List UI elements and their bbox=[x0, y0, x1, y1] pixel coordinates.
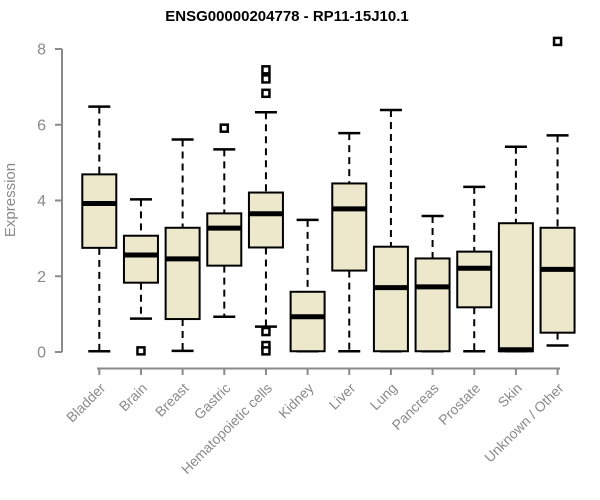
iqr-box bbox=[289, 290, 326, 353]
x-tick-label: Breast bbox=[152, 380, 192, 420]
iqr-box bbox=[122, 234, 159, 284]
outlier-point bbox=[261, 65, 271, 75]
iqr-box bbox=[414, 257, 451, 353]
outlier-point bbox=[261, 346, 271, 356]
outlier-point bbox=[261, 326, 271, 337]
x-tick-label: Liver bbox=[326, 380, 359, 413]
iqr-box bbox=[497, 222, 534, 353]
iqr-box bbox=[81, 173, 118, 249]
iqr-box bbox=[164, 226, 201, 321]
y-tick-label: 2 bbox=[37, 269, 46, 286]
outlier-point bbox=[552, 36, 563, 47]
outlier-point bbox=[261, 74, 271, 84]
iqr-box bbox=[456, 250, 493, 309]
x-tick-label: Lung bbox=[367, 380, 400, 413]
iqr-box bbox=[539, 226, 576, 334]
iqr-box bbox=[206, 212, 243, 267]
outlier-point bbox=[136, 346, 146, 356]
iqr-box bbox=[372, 245, 409, 353]
iqr-box bbox=[331, 182, 368, 272]
chart-title: ENSG00000204778 - RP11-15J10.1 bbox=[165, 8, 409, 25]
x-tick-label: Prostate bbox=[435, 380, 483, 428]
outlier-point bbox=[261, 88, 271, 99]
y-tick-label: 6 bbox=[37, 117, 46, 134]
x-tick-label: Bladder bbox=[63, 380, 109, 426]
outlier-point bbox=[219, 123, 230, 133]
y-tick-label: 4 bbox=[37, 193, 46, 210]
y-tick-label: 0 bbox=[37, 345, 46, 362]
x-tick-label: Skin bbox=[494, 380, 525, 411]
x-tick-label: Unknown / Other bbox=[481, 380, 567, 466]
y-tick-label: 8 bbox=[37, 42, 46, 59]
iqr-box bbox=[247, 191, 284, 249]
x-tick-label: Kidney bbox=[275, 380, 317, 422]
x-tick-label: Brain bbox=[116, 380, 150, 414]
y-axis-label: Expression bbox=[2, 163, 19, 237]
